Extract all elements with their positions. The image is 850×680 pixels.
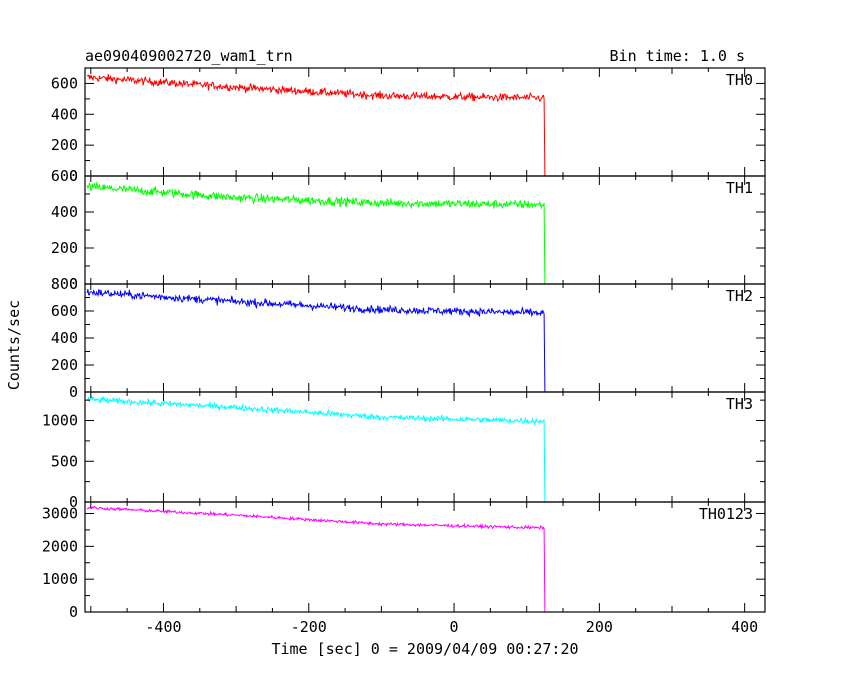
x-tick-label: 400 [731,618,758,636]
series-line-th2 [86,288,749,393]
y-tick-label: 400 [51,105,78,123]
series-name-label: TH2 [726,287,753,305]
y-tick-label: 0 [69,383,78,401]
y-tick-label: 500 [51,452,78,470]
y-tick-label: 600 [51,74,78,92]
y-tick-label: 3000 [42,504,78,522]
panel-frame [84,391,766,503]
panel-th2: 0 200 400 600 800 TH2 [51,275,766,401]
y-axis-label: Counts/sec [5,300,23,390]
y-tick-label: 0 [69,493,78,511]
panel-th0: 0 200 400 600 TH0 [51,67,766,185]
y-tick-label: 200 [51,356,78,374]
panels-group: 0 200 400 600 TH0 0 200 400 600 TH1 0 200 400 600 800 T… [42,67,766,636]
y-tick-label: 0 [69,603,78,621]
x-tick-label: -200 [291,618,327,636]
y-tick-label: 1000 [42,412,78,430]
series-name-label: TH0123 [699,505,753,523]
panel-th1: 0 200 400 600 TH1 [51,167,766,293]
x-tick-label: -400 [145,618,181,636]
series-line-th3 [86,394,749,503]
y-tick-label: 800 [51,275,78,293]
y-tick-label: 2000 [42,537,78,555]
x-axis-label: Time [sec] 0 = 2009/04/09 00:27:20 [271,640,578,658]
panel-th3: 0 500 1000 TH3 [42,391,766,511]
x-tick-label: 0 [450,618,459,636]
panel-frame [84,283,766,393]
bin-time-label: Bin time: 1.0 s [610,47,745,65]
y-tick-label: 400 [51,203,78,221]
series-line-th1 [86,181,749,285]
series-line-th0 [86,74,749,177]
panel-frame [84,501,766,613]
y-tick-label: 200 [51,136,78,154]
y-tick-label: 1000 [42,570,78,588]
chart-title: ae090409002720_wam1_trn [85,47,293,65]
y-tick-label: 200 [51,239,78,257]
series-name-label: TH1 [726,179,753,197]
x-tick-label: 200 [586,618,613,636]
y-tick-label: 600 [51,167,78,185]
y-tick-label: 400 [51,329,78,347]
y-tick-label: 600 [51,302,78,320]
panel-frame [84,175,766,285]
y-tick-label: 0 [69,167,78,185]
y-tick-label: 0 [69,275,78,293]
panel-th0123: 0 1000 2000 3000 TH0123 [42,501,766,621]
series-name-label: TH0 [726,71,753,89]
panel-frame [84,67,766,177]
series-line-th0123 [86,505,749,613]
series-name-label: TH3 [726,395,753,413]
